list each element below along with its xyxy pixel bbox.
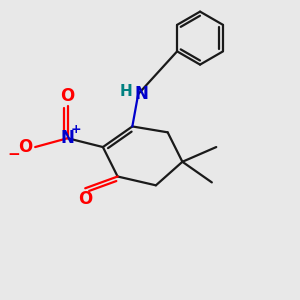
Text: +: + <box>71 124 82 136</box>
Text: O: O <box>60 86 75 104</box>
Text: O: O <box>78 190 92 208</box>
Text: O: O <box>18 138 32 156</box>
Text: N: N <box>61 129 74 147</box>
Text: H: H <box>119 84 132 99</box>
Text: N: N <box>134 85 148 103</box>
Text: −: − <box>8 147 20 162</box>
